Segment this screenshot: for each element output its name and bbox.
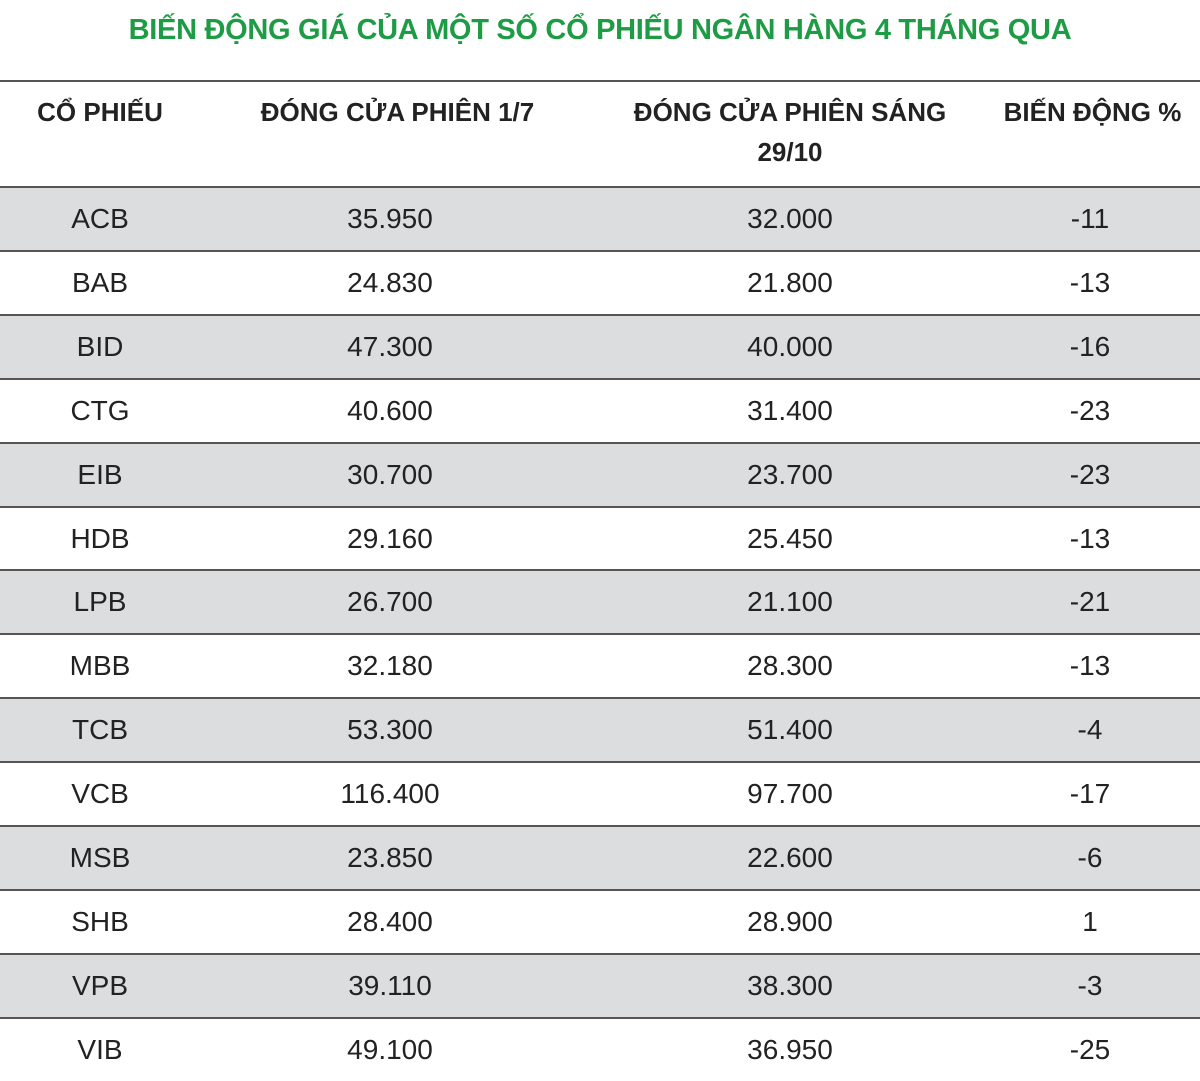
table-cell: 22.600 [747,842,833,873]
table-cell: -11 [1070,203,1110,234]
table-cell: TCB [72,714,128,746]
table-cell: 28.900 [747,905,833,937]
table-cell: 40.000 [747,330,833,362]
table-row: HDB 29.160 25.450 -13 [0,505,1200,570]
table-cell: -17 [1069,778,1111,810]
title: BIẾN ĐỘNG GIÁ CỦA MỘT SỐ CỔ PHIẾU NGÂN H… [128,14,1072,46]
table-row: BAB 24.830 21.800 -13 [0,249,1200,314]
table-cell: 28.400 [347,905,433,937]
table-cell: 35.950 [347,203,433,234]
table-cell: -13 [1069,266,1111,298]
table-cell: 47.300 [347,330,433,362]
table-row: ACB 35.950 32.000 -11 [0,186,1200,250]
table-cell: 36.950 [747,1033,833,1065]
table-cell: 31.400 [747,394,833,426]
table-cell: 25.450 [747,522,833,554]
table-cell: 39.110 [348,969,432,1001]
table-cell: -13 [1069,522,1111,554]
table-cell: 21.100 [747,586,833,618]
table-cell: -4 [1077,714,1103,746]
header-cell: ĐÓNG CỬA PHIÊN 1/7 [260,97,535,127]
table-row: CTG 40.600 31.400 -23 [0,377,1200,442]
table-cell: 51.400 [747,714,833,746]
table-row: EIB 30.700 23.700 -23 [0,441,1200,506]
table-cell: HDB [70,522,130,554]
table-cell: 49.100 [347,1033,433,1065]
table-cell: 21.800 [747,266,833,298]
table-row: MSB 23.850 22.600 -6 [0,825,1200,889]
table-cell: -23 [1069,458,1111,490]
table-cell: -21 [1069,586,1111,618]
table-row: SHB 28.400 28.900 1 [0,888,1200,953]
table-cell: 32.000 [747,203,833,234]
header-cell: BIẾN ĐỘNG % [1003,97,1182,127]
table-cell: LPB [73,586,127,618]
rule [0,80,1200,82]
table-cell: -16 [1069,330,1111,362]
table-cell: VCB [71,778,129,810]
table-row: MBB 32.180 28.300 -13 [0,633,1200,697]
table-cell: -23 [1069,394,1111,426]
table-cell: 30.700 [347,458,433,490]
table-cell: ACB [71,203,129,234]
table-cell: 24.830 [347,266,433,298]
table-row: BID 47.300 40.000 -16 [0,313,1200,378]
table-cell: 26.700 [347,586,433,618]
table-row: VPB 39.110 38.300 -3 [0,952,1200,1017]
table-cell: 23.700 [747,458,833,490]
table-cell: 28.300 [747,650,833,682]
table-cell: 23.850 [347,842,433,873]
table-cell: -13 [1069,650,1111,682]
table-cell: -6 [1077,842,1103,873]
table-cell: VPB [71,969,129,1001]
table-cell: 38.300 [747,969,833,1001]
table-cell: 29.160 [347,522,433,554]
table-row: VIB 49.100 36.950 -25 [0,1016,1200,1081]
table-cell: 40.600 [347,394,433,426]
table-cell: 1 [1082,905,1098,937]
header-cell: ĐÓNG CỬA PHIÊN SÁNG 29/10 [633,97,947,167]
table-cell: EIB [77,458,123,490]
table-cell: 53.300 [347,714,433,746]
table-cell: CTG [70,394,130,426]
table-row: TCB 53.300 51.400 -4 [0,697,1200,762]
table-cell: MBB [69,650,131,682]
table-cell: -25 [1069,1033,1111,1065]
table-cell: VIB [77,1033,123,1065]
header-cell: CỔ PHIẾU [37,97,163,127]
table-row: VCB 116.400 97.700 -17 [0,761,1200,825]
table-cell: SHB [71,905,129,937]
table-cell: MSB [69,842,131,873]
table-cell: BAB [71,266,129,298]
table-header: CỔ PHIẾU ĐÓNG CỬA PHIÊN 1/7 ĐÓNG CỬA PHIÊN… [0,82,1200,186]
table-cell: -3 [1077,969,1103,1001]
table-row: LPB 26.700 21.100 -21 [0,569,1200,634]
table-cell: 32.180 [347,650,433,682]
table-cell: 97.700 [747,778,833,810]
table-cell: 116.400 [340,778,440,810]
table-cell: BID [76,330,124,362]
